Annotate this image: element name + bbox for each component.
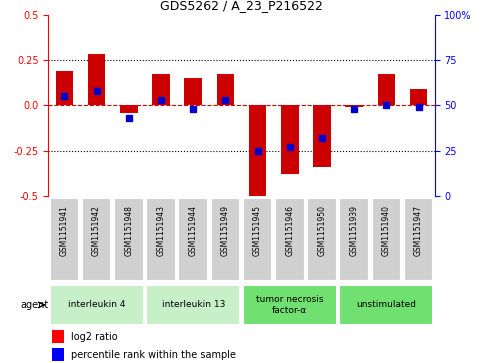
FancyBboxPatch shape (211, 198, 240, 281)
FancyBboxPatch shape (243, 198, 272, 281)
Bar (345, 105, 363, 107)
Bar (313, 105, 331, 167)
FancyBboxPatch shape (146, 198, 176, 281)
Text: GSM1151950: GSM1151950 (317, 205, 327, 256)
FancyBboxPatch shape (114, 198, 143, 281)
FancyBboxPatch shape (340, 285, 433, 325)
Text: GSM1151945: GSM1151945 (253, 205, 262, 256)
Bar (410, 89, 427, 105)
Text: agent: agent (20, 300, 48, 310)
FancyBboxPatch shape (404, 198, 433, 281)
Text: percentile rank within the sample: percentile rank within the sample (71, 350, 237, 360)
Bar (378, 74, 395, 105)
Bar (52, 330, 64, 343)
Text: GSM1151940: GSM1151940 (382, 205, 391, 256)
Text: GSM1151943: GSM1151943 (156, 205, 166, 256)
Text: interleukin 13: interleukin 13 (161, 301, 225, 309)
FancyBboxPatch shape (178, 198, 208, 281)
Text: GSM1151949: GSM1151949 (221, 205, 230, 256)
Bar (56, 71, 73, 105)
FancyBboxPatch shape (50, 285, 143, 325)
Text: GSM1151948: GSM1151948 (124, 205, 133, 256)
FancyBboxPatch shape (340, 198, 369, 281)
Text: tumor necrosis
factor-α: tumor necrosis factor-α (256, 295, 324, 315)
Text: GSM1151942: GSM1151942 (92, 205, 101, 256)
Bar (120, 105, 138, 113)
Bar (52, 348, 64, 361)
FancyBboxPatch shape (146, 285, 240, 325)
Text: GSM1151947: GSM1151947 (414, 205, 423, 256)
Bar (185, 78, 202, 105)
Bar (249, 105, 267, 196)
Bar (216, 74, 234, 105)
Bar (152, 74, 170, 105)
FancyBboxPatch shape (82, 198, 112, 281)
FancyBboxPatch shape (371, 198, 401, 281)
Text: GSM1151939: GSM1151939 (350, 205, 359, 256)
Text: log2 ratio: log2 ratio (71, 332, 118, 342)
Text: unstimulated: unstimulated (356, 301, 416, 309)
Bar (281, 105, 298, 174)
FancyBboxPatch shape (307, 198, 337, 281)
Bar (88, 54, 105, 105)
Text: GSM1151941: GSM1151941 (60, 205, 69, 256)
Text: GSM1151944: GSM1151944 (189, 205, 198, 256)
Text: GSM1151946: GSM1151946 (285, 205, 294, 256)
Text: interleukin 4: interleukin 4 (68, 301, 126, 309)
Title: GDS5262 / A_23_P216522: GDS5262 / A_23_P216522 (160, 0, 323, 12)
FancyBboxPatch shape (243, 285, 337, 325)
FancyBboxPatch shape (50, 198, 79, 281)
FancyBboxPatch shape (275, 198, 305, 281)
